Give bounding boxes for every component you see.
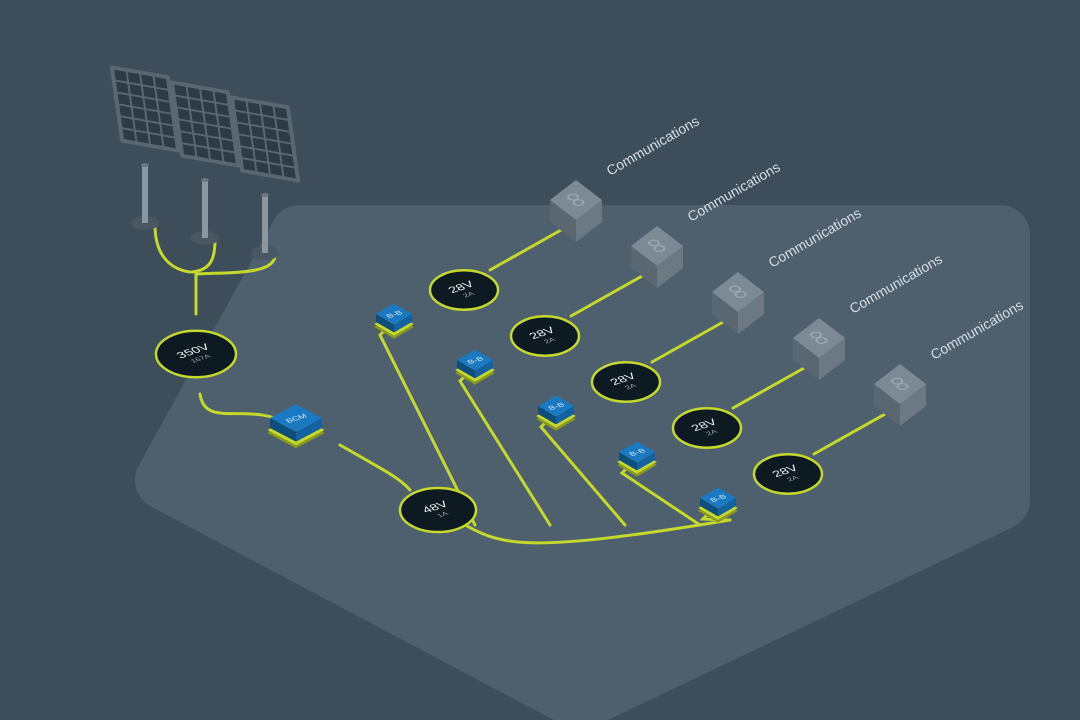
svg-text:Communications: Communications xyxy=(604,113,702,179)
node-350v: 350V167A xyxy=(156,331,236,377)
node-28v-2: 28V2A xyxy=(592,362,660,401)
node-28v-4: 28V2A xyxy=(754,454,822,493)
solar-panel xyxy=(170,80,241,245)
node-28v-0: 28V2A xyxy=(430,270,498,309)
node-28v-1: 28V2A xyxy=(511,316,579,355)
node-28v-3: 28V2A xyxy=(673,408,741,447)
solar-panel xyxy=(110,65,181,230)
node-48v: 48V1A xyxy=(400,488,476,532)
comm-label: Communications xyxy=(604,113,702,179)
